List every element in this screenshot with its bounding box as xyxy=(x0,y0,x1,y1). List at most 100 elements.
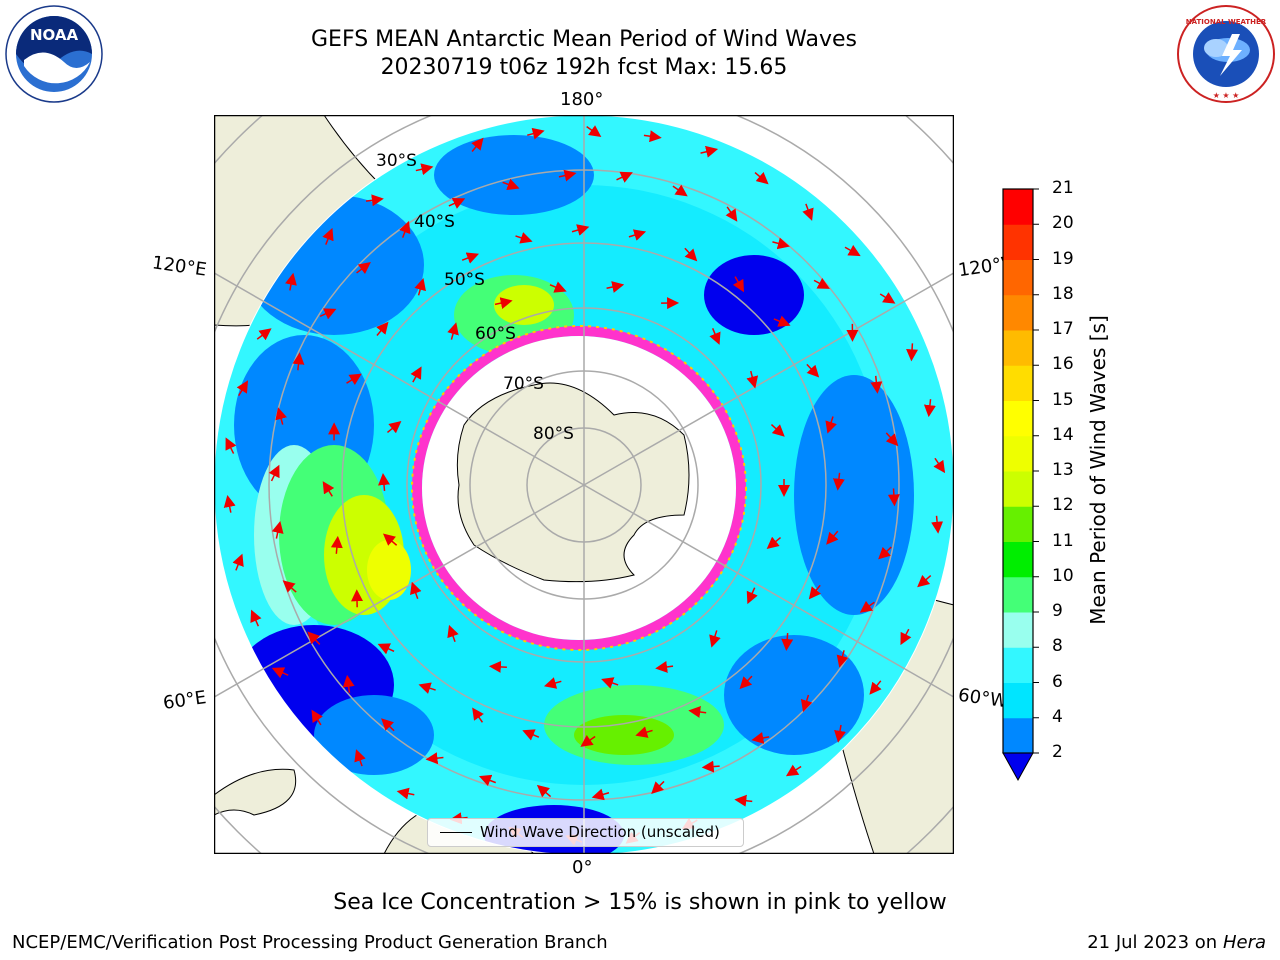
wave-direction-arrow xyxy=(282,580,297,593)
colorbar-block xyxy=(1003,717,1033,754)
nws-logo: NATIONAL WEATHER ★ ★ ★ xyxy=(1177,5,1275,103)
wave-direction-arrow xyxy=(488,660,507,673)
wave-direction-arrow xyxy=(447,624,459,643)
wave-direction-arrow xyxy=(684,247,698,262)
wave-direction-arrow xyxy=(672,184,688,197)
wave-direction-arrow xyxy=(378,473,390,492)
footer-credit: NCEP/EMC/Verification Post Processing Pr… xyxy=(12,932,608,953)
colorbar-tick-label: 14 xyxy=(1052,424,1074,445)
noaa-logo: NOAA xyxy=(5,5,103,103)
wave-direction-arrow xyxy=(643,130,662,143)
colorbar xyxy=(1002,188,1039,782)
wave-direction-arrow xyxy=(688,706,707,718)
wave-direction-arrow xyxy=(601,677,619,689)
wave-direction-arrow xyxy=(382,533,398,546)
wave-direction-arrow xyxy=(322,481,335,497)
wave-direction-arrow xyxy=(356,262,371,275)
wave-direction-arrow xyxy=(448,197,466,209)
wave-direction-arrow xyxy=(655,660,674,673)
colorbar-block xyxy=(1003,259,1033,296)
lat-label-30s: 30°S xyxy=(376,151,417,171)
wave-direction-arrow xyxy=(447,322,459,340)
wave-direction-arrow xyxy=(869,680,882,695)
wave-direction-arrow xyxy=(571,224,590,236)
colorbar-tick-label: 19 xyxy=(1052,248,1074,269)
colorbar-block xyxy=(1003,435,1033,472)
wave-direction-arrow xyxy=(471,137,484,152)
colorbar-block xyxy=(1003,330,1033,366)
colorbar-block xyxy=(1003,224,1033,260)
colorbar-block xyxy=(1003,189,1033,225)
chart-title: GEFS MEAN Antarctic Mean Period of Wind … xyxy=(311,27,857,52)
wave-direction-arrow xyxy=(502,178,520,191)
legend-label: Wind Wave Direction (unscaled) xyxy=(480,823,720,841)
madagascar-land xyxy=(214,768,296,816)
wave-direction-arrow xyxy=(271,520,284,539)
wave-direction-arrow xyxy=(870,375,883,394)
lon-label-0: 0° xyxy=(572,857,593,878)
colorbar-tick-label: 20 xyxy=(1052,213,1074,234)
wave-direction-arrow xyxy=(461,252,480,264)
wave-direction-arrow xyxy=(834,724,846,743)
wave-direction-arrow xyxy=(933,457,946,474)
colorbar-tick-label: 2 xyxy=(1052,742,1063,762)
polar-map xyxy=(214,115,954,854)
colorbar-tick-label: 13 xyxy=(1052,460,1074,480)
wave-direction-arrow xyxy=(275,407,287,425)
colorbar-tick-label: 4 xyxy=(1052,706,1063,727)
wave-direction-arrow xyxy=(806,363,820,378)
wave-direction-arrow xyxy=(322,227,334,245)
wave-direction-arrow xyxy=(580,735,596,747)
wave-direction-arrow xyxy=(826,530,839,545)
wave-direction-arrow xyxy=(311,709,323,726)
wave-direction-arrow xyxy=(225,437,237,454)
wave-direction-arrow xyxy=(931,515,944,534)
legend-line-swatch xyxy=(440,832,472,833)
colorbar-block xyxy=(1003,400,1033,437)
wave-direction-arrow xyxy=(415,163,434,176)
wave-direction-arrow xyxy=(346,373,362,386)
wave-direction-arrow xyxy=(808,584,822,600)
footer-date: 21 Jul 2023 on Hera xyxy=(1087,932,1266,953)
svg-text:★ ★ ★: ★ ★ ★ xyxy=(1213,91,1240,100)
wave-direction-arrow xyxy=(709,630,721,648)
wave-direction-arrow xyxy=(386,421,402,434)
wave-direction-arrow xyxy=(494,297,513,309)
footer-date-text: 21 Jul 2023 on xyxy=(1087,932,1223,953)
wave-direction-arrow xyxy=(734,794,753,807)
wave-direction-arrow xyxy=(732,276,745,293)
wave-direction-arrow xyxy=(330,535,343,554)
colorbar-tick-label: 12 xyxy=(1052,495,1074,516)
sea-ice-note: Sea Ice Concentration > 15% is shown in … xyxy=(333,890,947,915)
wave-direction-arrow xyxy=(527,127,545,140)
wave-direction-arrow xyxy=(859,600,875,613)
lon-label-120e: 120°E xyxy=(150,252,208,281)
wave-direction-arrow xyxy=(536,784,552,798)
wave-direction-arrow xyxy=(232,553,244,571)
colorbar-block xyxy=(1003,294,1033,331)
wave-direction-arrow xyxy=(772,237,790,250)
colorbar-block xyxy=(1003,506,1033,542)
colorbar-tick-label: 9 xyxy=(1052,601,1063,621)
wave-direction-arrow xyxy=(751,732,770,744)
wave-direction-arrow xyxy=(746,587,758,605)
colorbar-block xyxy=(1003,576,1033,613)
wave-direction-arrow xyxy=(616,171,633,183)
wave-direction-arrow xyxy=(906,343,919,362)
wave-direction-arrow xyxy=(558,169,577,182)
colorbar-tick-label: 6 xyxy=(1052,671,1063,692)
wave-direction-arrow xyxy=(418,682,436,694)
wave-direction-arrow xyxy=(628,229,647,241)
wave-direction-arrow xyxy=(781,633,794,652)
wave-direction-arrow xyxy=(887,488,900,507)
wave-direction-arrow xyxy=(785,764,802,777)
wave-direction-arrow xyxy=(885,432,899,447)
colorbar-block xyxy=(1003,647,1033,683)
wave-direction-arrow xyxy=(425,752,444,765)
lon-label-180: 180° xyxy=(560,89,604,110)
colorbar-tick-label: 15 xyxy=(1052,389,1074,410)
noaa-text: NOAA xyxy=(30,26,79,44)
antarctica-land xyxy=(456,382,690,583)
colorbar-tick-label: 17 xyxy=(1052,319,1074,339)
colorbar-tick-label: 16 xyxy=(1052,354,1074,375)
